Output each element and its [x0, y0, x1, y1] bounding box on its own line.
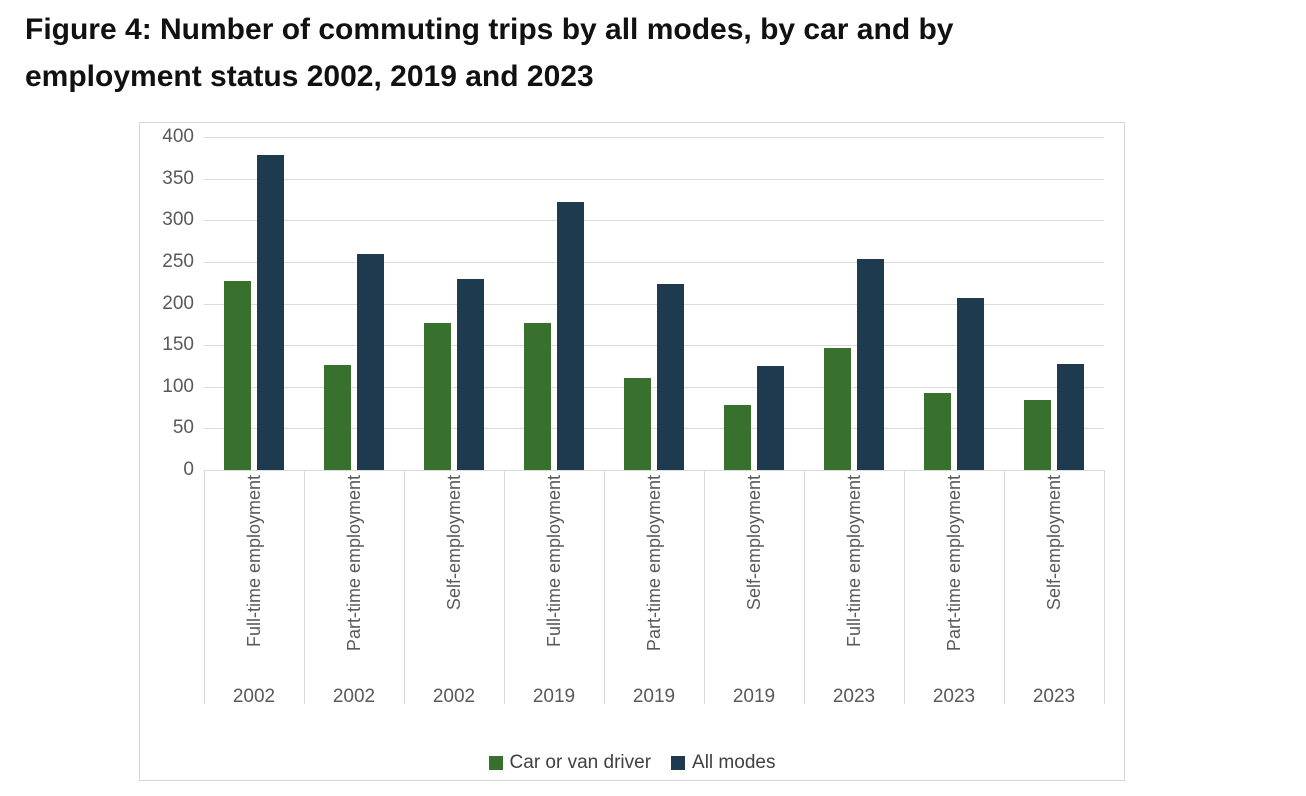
x-axis-group-separator	[504, 470, 505, 704]
x-axis-year-label: 2023	[1032, 686, 1076, 707]
y-axis-tick-label: 350	[162, 168, 194, 189]
x-axis-year-label: 2002	[432, 686, 476, 707]
legend-swatch-all-modes-icon	[671, 756, 686, 770]
bar-car-or-van-driver	[524, 323, 551, 470]
x-axis-category-label: Self-employment	[1004, 475, 1104, 681]
bar-all-modes	[357, 254, 384, 470]
legend-swatch-car-or-van-driver-icon	[488, 756, 503, 770]
x-axis-category-label: Full-time employment	[804, 475, 904, 681]
x-axis-category-label-text: Self-employment	[443, 475, 464, 611]
gridline-150	[204, 345, 1104, 346]
x-axis-category-label-text: Part-time employment	[943, 475, 964, 652]
bar-all-modes	[557, 202, 584, 470]
y-axis-tick-label: 100	[162, 376, 194, 397]
x-axis-group-separator	[204, 470, 205, 704]
bar-car-or-van-driver	[324, 365, 351, 470]
gridline-200	[204, 304, 1104, 305]
x-axis-category-label: Self-employment	[704, 475, 804, 681]
gridline-0	[204, 470, 1104, 471]
x-axis-category-label-text: Full-time employment	[843, 475, 864, 648]
x-axis-group-separator	[1004, 470, 1005, 704]
gridline-300	[204, 220, 1104, 221]
x-axis-category-label: Part-time employment	[904, 475, 1004, 681]
y-axis-tick-label: 300	[162, 209, 194, 230]
bar-car-or-van-driver	[924, 393, 951, 470]
x-axis-group-separator	[1104, 470, 1105, 704]
x-axis-category-label-text: Full-time employment	[543, 475, 564, 648]
chart-title-line2: employment status 2002, 2019 and 2023	[25, 60, 594, 93]
gridline-250	[204, 262, 1104, 263]
x-axis-group-separator	[704, 470, 705, 704]
bar-all-modes	[657, 284, 684, 470]
y-axis-tick-label: 50	[172, 417, 194, 438]
x-axis-category-label: Part-time employment	[604, 475, 704, 681]
bar-all-modes	[257, 155, 284, 470]
x-axis-year-label: 2002	[232, 686, 276, 707]
x-axis-category-label-text: Full-time employment	[243, 475, 264, 648]
x-axis-category-label: Self-employment	[404, 475, 504, 681]
x-axis-year-label: 2019	[532, 686, 576, 707]
x-axis-category-label: Part-time employment	[304, 475, 404, 681]
bar-car-or-van-driver	[624, 378, 651, 470]
gridline-100	[204, 387, 1104, 388]
x-axis-year-label: 2023	[932, 686, 976, 707]
y-axis-tick-label: 150	[162, 334, 194, 355]
x-axis-group-separator	[404, 470, 405, 704]
bar-car-or-van-driver	[824, 348, 851, 470]
x-axis-year-label: 2019	[732, 686, 776, 707]
bar-all-modes	[757, 366, 784, 470]
x-axis-year-label: 2002	[332, 686, 376, 707]
x-axis-category-label-text: Part-time employment	[643, 475, 664, 652]
x-axis-year-label: 2019	[632, 686, 676, 707]
bar-car-or-van-driver	[424, 323, 451, 470]
gridline-50	[204, 428, 1104, 429]
y-axis-tick-label: 400	[162, 126, 194, 147]
legend: Car or van driver All modes	[140, 752, 1124, 774]
x-axis-category-label-text: Self-employment	[743, 475, 764, 611]
bar-all-modes	[457, 279, 484, 470]
y-axis-tick-label: 250	[162, 251, 194, 272]
bar-all-modes	[1057, 364, 1084, 470]
x-axis-group-separator	[604, 470, 605, 704]
chart-title: Figure 4: Number of commuting trips by a…	[25, 6, 954, 100]
chart-container: 0 50 100 150 200 250 300 350 400 Full-time employ…	[139, 122, 1125, 781]
plot-area: 0 50 100 150 200 250 300 350 400 Full-time employ…	[140, 123, 1124, 780]
bar-car-or-van-driver	[1024, 400, 1051, 470]
bar-car-or-van-driver	[224, 281, 251, 470]
y-axis-tick-label: 0	[183, 459, 194, 480]
x-axis-group-separator	[904, 470, 905, 704]
x-axis-category-label-text: Part-time employment	[343, 475, 364, 652]
x-axis-category-label: Full-time employment	[204, 475, 304, 681]
x-axis-category-label: Full-time employment	[504, 475, 604, 681]
legend-label-car-or-van-driver: Car or van driver	[509, 752, 652, 773]
chart-title-line1: Figure 4: Number of commuting trips by a…	[25, 13, 954, 46]
x-axis-category-label-text: Self-employment	[1043, 475, 1064, 611]
legend-item-car-or-van-driver: Car or van driver	[488, 752, 652, 774]
gridline-350	[204, 179, 1104, 180]
x-axis-group-separator	[304, 470, 305, 704]
gridline-400	[204, 137, 1104, 138]
bar-all-modes	[857, 259, 884, 470]
legend-item-all-modes: All modes	[671, 752, 775, 774]
bar-all-modes	[957, 298, 984, 470]
x-axis-year-label: 2023	[832, 686, 876, 707]
bar-car-or-van-driver	[724, 405, 751, 470]
legend-label-all-modes: All modes	[692, 752, 776, 773]
x-axis-group-separator	[804, 470, 805, 704]
y-axis-tick-label: 200	[162, 293, 194, 314]
